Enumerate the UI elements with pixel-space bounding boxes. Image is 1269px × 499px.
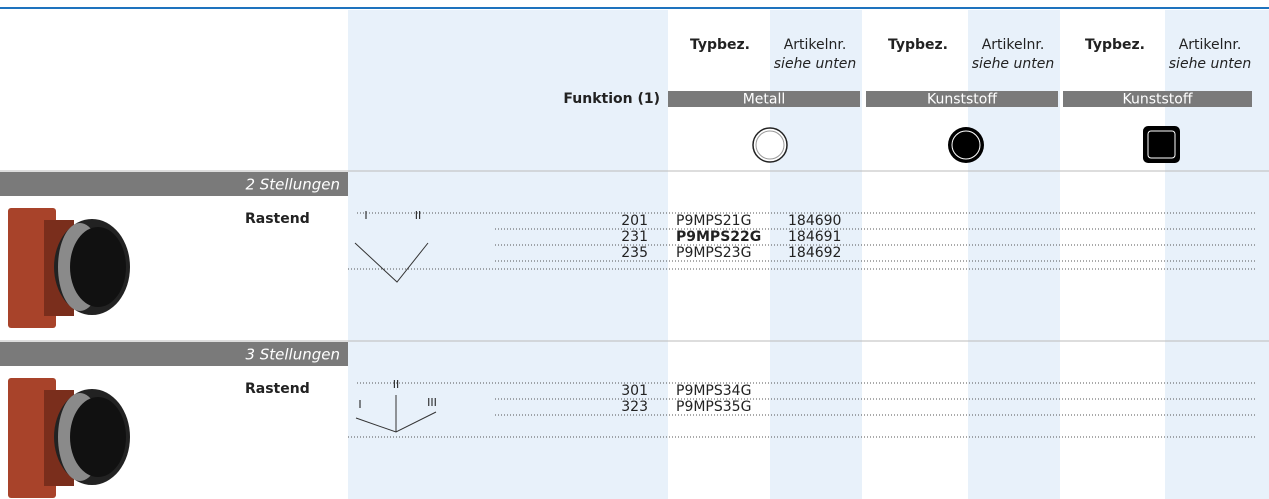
section-bar: [0, 172, 348, 196]
section-bar: [0, 342, 348, 366]
position-label: III: [427, 396, 437, 409]
article-column-bg: [1165, 10, 1269, 499]
article-label: Artikelnr.: [784, 37, 847, 53]
position-label: I: [358, 398, 361, 411]
type-code: P9MPS34G: [676, 383, 751, 399]
type-label: Typbez.: [690, 37, 750, 53]
mode-label: Rastend: [245, 211, 310, 227]
type-code: P9MPS22G: [676, 229, 761, 245]
function-column-bg: [348, 10, 668, 499]
icon-round-dark: [948, 127, 984, 163]
article-note: siehe unten: [1169, 56, 1251, 72]
function-code: 201: [621, 213, 648, 229]
section-title: 2 Stellungen: [245, 176, 340, 194]
position-label: II: [393, 378, 400, 391]
type-code: P9MPS23G: [676, 245, 751, 261]
article-number: 184690: [788, 213, 841, 229]
product-knob-cap: [70, 227, 126, 307]
icon-round-light: [752, 127, 788, 163]
mode-label: Rastend: [245, 381, 310, 397]
icon-square-dark: [1143, 126, 1180, 163]
type-code: P9MPS35G: [676, 399, 751, 415]
article-note: siehe unten: [972, 56, 1054, 72]
material-label: Kunststoff: [927, 92, 997, 108]
material-label: Kunststoff: [1122, 92, 1192, 108]
material-bar: [866, 91, 1058, 107]
type-label: Typbez.: [1085, 37, 1145, 53]
article-note: siehe unten: [774, 56, 856, 72]
function-code: 231: [621, 229, 648, 245]
type-label: Typbez.: [888, 37, 948, 53]
product-knob-cap: [70, 397, 126, 477]
icon-ring: [755, 130, 785, 160]
function-code: 323: [621, 399, 648, 415]
icon-ring: [951, 130, 981, 160]
icon-square-ring: [1147, 130, 1176, 159]
material-bar: [668, 91, 860, 107]
article-number: 184692: [788, 245, 841, 261]
section-title: 3 Stellungen: [245, 346, 340, 364]
position-label: I: [364, 209, 367, 222]
article-label: Artikelnr.: [982, 37, 1045, 53]
type-code: P9MPS21G: [676, 213, 751, 229]
diagram-line: [354, 242, 429, 283]
article-column-bg: [968, 10, 1060, 499]
function-code: 301: [621, 383, 648, 399]
function-code: 235: [621, 245, 648, 261]
material-bar: [1063, 91, 1252, 107]
function-label: Funktion (1): [563, 91, 660, 107]
article-label: Artikelnr.: [1179, 37, 1242, 53]
position-label: II: [415, 209, 422, 222]
article-number: 184691: [788, 229, 841, 245]
material-label: Metall: [743, 92, 786, 108]
